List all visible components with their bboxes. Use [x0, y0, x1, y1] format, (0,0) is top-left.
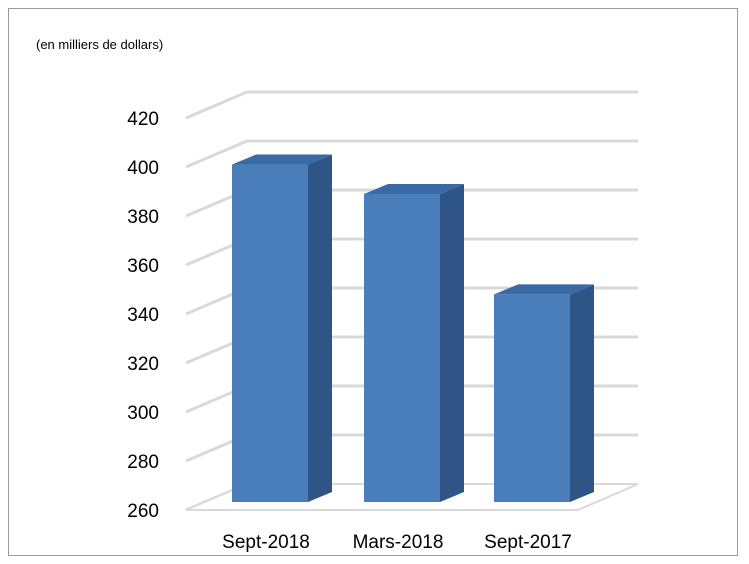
y-tick-label: 420 — [127, 109, 159, 130]
y-tick-label: 300 — [127, 403, 159, 424]
y-tick-label: 380 — [127, 207, 159, 228]
bar-Sept-2018 — [232, 154, 332, 503]
bar-side — [570, 284, 594, 502]
bar-side — [440, 183, 464, 502]
y-tick-label: 260 — [127, 501, 159, 522]
y-tick-label: 340 — [127, 305, 159, 326]
bar-front — [494, 294, 570, 502]
bar-top — [494, 284, 594, 295]
y-tick-label: 360 — [127, 256, 159, 277]
bar-front — [232, 164, 308, 503]
bar-front — [364, 193, 440, 502]
bar-top — [232, 154, 332, 165]
bars — [232, 154, 594, 503]
bar-Sept-2017 — [494, 284, 594, 502]
y-tick-label: 320 — [127, 354, 159, 375]
unit-subtitle: (en milliers de dollars) — [36, 37, 163, 52]
gridline-left-420 — [185, 90, 248, 120]
x-category-label: Mars-2018 — [353, 532, 444, 553]
y-axis: 260 280 300 320 340 360 380 400 420 — [127, 109, 159, 522]
y-tick-label: 400 — [127, 158, 159, 179]
x-axis: Sept-2018 Mars-2018 Sept-2017 — [222, 532, 572, 553]
bar-Mars-2018 — [364, 183, 464, 502]
bar-top — [364, 183, 464, 194]
x-category-label: Sept-2018 — [222, 532, 310, 553]
gridline-left-400 — [185, 139, 248, 169]
x-category-label: Sept-2017 — [484, 532, 572, 553]
y-tick-label: 280 — [127, 452, 159, 473]
bar-side — [308, 154, 332, 503]
